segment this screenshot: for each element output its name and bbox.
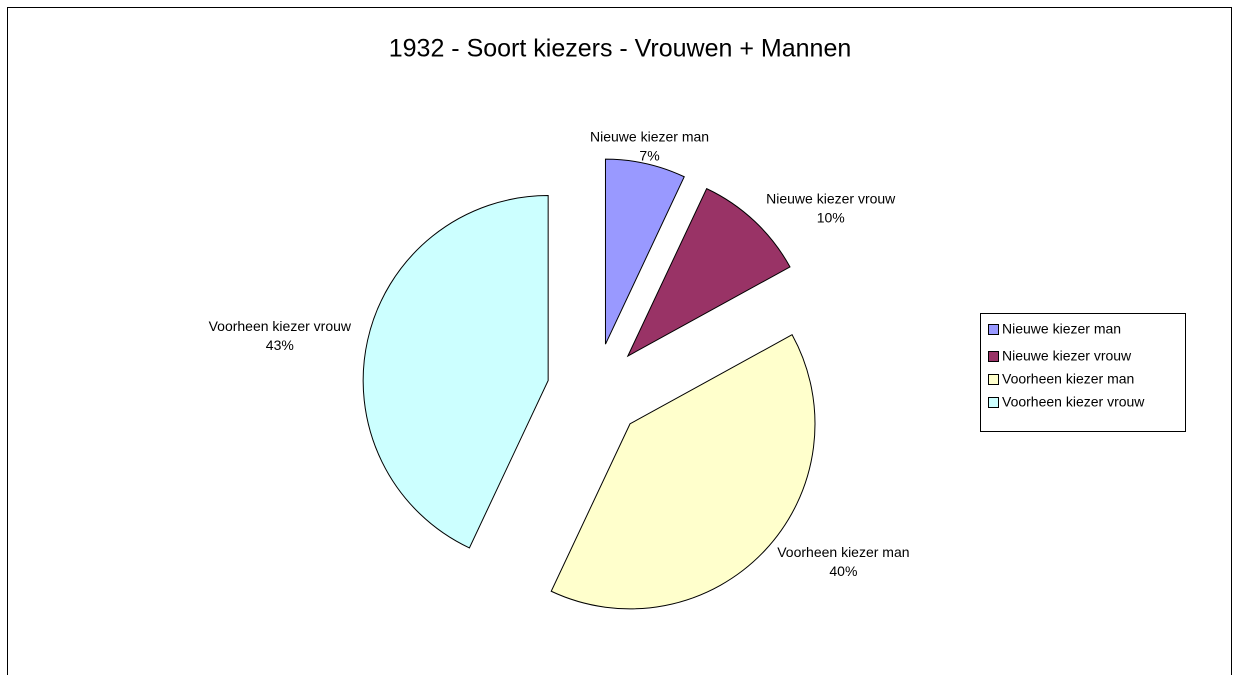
pie-slice [626, 187, 791, 358]
pie-slice [604, 158, 685, 345]
chart-border [7, 7, 1232, 675]
legend-swatch [988, 324, 999, 335]
data-label-name: Nieuwe kiezer man [590, 129, 709, 145]
data-label-value: 40% [829, 563, 857, 579]
legend-swatch [988, 397, 999, 408]
pie-slice [550, 334, 816, 610]
legend-swatch [988, 351, 999, 362]
data-label-name: Voorheen kiezer vrouw [209, 318, 352, 334]
legend-label: Nieuwe kiezer man [1002, 321, 1121, 337]
legend-label: Nieuwe kiezer vrouw [1002, 348, 1132, 364]
legend-swatch [988, 374, 999, 385]
legend-label: Voorheen kiezer man [1002, 371, 1134, 387]
data-label-value: 7% [639, 148, 659, 164]
data-label-name: Voorheen kiezer man [777, 544, 909, 560]
legend-label: Voorheen kiezer vrouw [1002, 394, 1145, 410]
data-label-value: 43% [266, 337, 294, 353]
data-label-name: Nieuwe kiezer vrouw [766, 190, 896, 206]
legend-box [980, 313, 1186, 432]
data-label-value: 10% [817, 209, 845, 225]
pie-slice [362, 195, 549, 549]
chart-title: 1932 - Soort kiezers - Vrouwen + Mannen [389, 35, 852, 63]
